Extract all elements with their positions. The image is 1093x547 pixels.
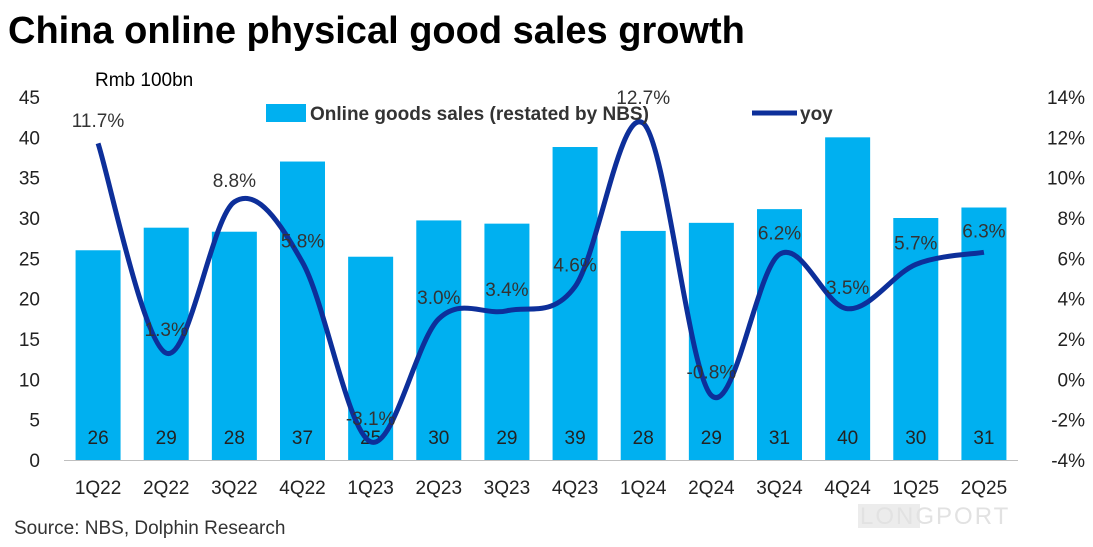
bar-series — [75, 137, 1007, 461]
right-tick-label: 10% — [1047, 169, 1085, 190]
left-tick-label: 15 — [19, 330, 40, 351]
bar-2Q24 — [688, 222, 734, 460]
legend-bar-label: Online goods sales (restated by NBS) — [310, 104, 649, 125]
x-tick-label: 3Q24 — [756, 478, 803, 499]
right-tick-label: -4% — [1051, 451, 1085, 472]
yoy-data-label: 12.7% — [616, 88, 670, 109]
bar-1Q24 — [620, 230, 666, 460]
yoy-data-label: 6.2% — [758, 223, 801, 244]
yoy-data-label: 6.3% — [962, 221, 1005, 242]
left-tick-label: 20 — [19, 290, 40, 311]
x-tick-label: 3Q22 — [211, 478, 257, 499]
legend-bar-swatch — [266, 104, 306, 122]
x-tick-label: 2Q25 — [961, 478, 1007, 499]
right-tick-label: 14% — [1047, 88, 1085, 109]
yoy-data-label: 3.4% — [485, 280, 528, 301]
bar-data-label: 40 — [837, 428, 858, 449]
yoy-data-label: 4.6% — [553, 256, 596, 277]
right-axis: -4% -2% 0% 2% 4% 6% 8% 10% 12% 14% — [1047, 88, 1085, 472]
bar-data-label: 28 — [224, 428, 245, 449]
x-tick-label: 4Q24 — [824, 478, 871, 499]
yoy-data-label: 3.5% — [826, 278, 869, 299]
x-tick-label: 2Q22 — [143, 478, 189, 499]
bar-data-label: 31 — [973, 428, 994, 449]
left-axis: 0 5 10 15 20 25 30 35 40 45 — [19, 88, 40, 472]
yoy-data-label: -0.8% — [687, 362, 737, 383]
watermark-logo-box — [858, 504, 920, 528]
x-tick-label: 3Q23 — [484, 478, 530, 499]
unit-label: Rmb 100bn — [95, 70, 194, 91]
legend: Online goods sales (restated by NBS) yoy — [266, 104, 833, 125]
bar-3Q23 — [484, 223, 530, 460]
left-tick-label: 40 — [19, 128, 40, 149]
bar-data-label: 30 — [428, 428, 449, 449]
yoy-data-labels: 11.7% 1.3% 8.8% 5.8% -3.1% 3.0% 3.4% 4.6% 12.7% -… — [72, 88, 1006, 430]
bar-3Q24 — [757, 209, 802, 460]
bar-data-labels: 26 29 28 37 25 30 29 39 28 29 31 40 30 31 — [88, 428, 995, 449]
left-tick-label: 0 — [29, 451, 40, 472]
left-tick-label: 25 — [19, 249, 40, 270]
bar-data-label: 29 — [496, 428, 517, 449]
source-note: Source: NBS, Dolphin Research — [14, 518, 286, 539]
right-tick-label: 8% — [1058, 209, 1086, 230]
yoy-data-label: 8.8% — [213, 171, 256, 192]
chart-title: China online physical good sales growth — [8, 10, 745, 52]
bar-data-label: 39 — [565, 428, 586, 449]
yoy-line — [95, 119, 985, 445]
x-tick-label: 4Q23 — [552, 478, 598, 499]
yoy-data-label: 5.7% — [894, 233, 937, 254]
watermark-text: LONGPORT — [860, 503, 1011, 530]
x-tick-label: 1Q22 — [75, 478, 121, 499]
bar-3Q22 — [211, 231, 257, 460]
yoy-line-series — [95, 119, 985, 445]
bar-data-label: 26 — [88, 428, 109, 449]
x-tick-label: 4Q22 — [279, 478, 325, 499]
yoy-data-label: 1.3% — [145, 320, 188, 341]
x-tick-label: 1Q25 — [893, 478, 939, 499]
left-tick-label: 10 — [19, 370, 40, 391]
right-tick-label: -2% — [1051, 411, 1085, 432]
bar-data-label: 37 — [292, 428, 313, 449]
x-tick-label: 2Q23 — [416, 478, 462, 499]
bar-1Q22 — [75, 250, 121, 460]
yoy-data-label: 3.0% — [417, 288, 460, 309]
bar-data-label: 28 — [633, 428, 654, 449]
yoy-data-label: -3.1% — [346, 409, 396, 430]
bar-4Q22 — [280, 161, 325, 461]
left-tick-label: 35 — [19, 169, 40, 190]
left-tick-label: 5 — [29, 411, 40, 432]
left-tick-label: 45 — [19, 88, 40, 109]
right-tick-label: 0% — [1058, 370, 1086, 391]
right-tick-label: 6% — [1058, 249, 1086, 270]
x-tick-label: 1Q23 — [347, 478, 393, 499]
yoy-data-label: 5.8% — [281, 231, 324, 252]
right-tick-label: 4% — [1058, 290, 1086, 311]
bar-data-label: 29 — [701, 428, 722, 449]
x-axis: 1Q22 2Q22 3Q22 4Q22 1Q23 2Q23 3Q23 4Q23 1Q24 2Q24… — [64, 460, 1018, 499]
bar-2Q25 — [961, 207, 1007, 460]
bar-data-label: 29 — [156, 428, 177, 449]
bar-data-label: 30 — [905, 428, 926, 449]
x-tick-label: 2Q24 — [688, 478, 735, 499]
bar-data-label: 31 — [769, 428, 790, 449]
x-tick-label: 1Q24 — [620, 478, 667, 499]
right-tick-label: 12% — [1047, 128, 1085, 149]
yoy-data-label: 11.7% — [72, 111, 125, 132]
left-tick-label: 30 — [19, 209, 40, 230]
legend-line-label: yoy — [800, 104, 833, 125]
right-tick-label: 2% — [1058, 330, 1086, 351]
